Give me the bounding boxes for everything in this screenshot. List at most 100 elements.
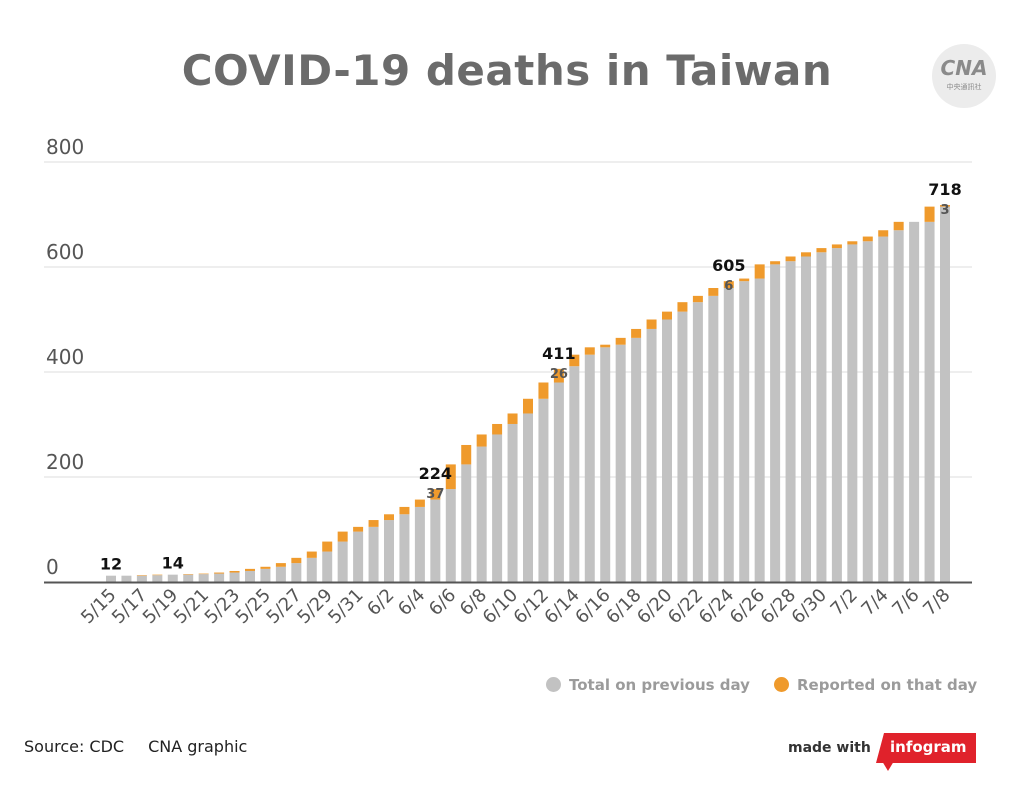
bar-reported	[183, 574, 194, 575]
infogram-logo[interactable]: infogram	[876, 733, 976, 771]
bar-previous	[492, 434, 503, 582]
bar-reported	[631, 328, 642, 338]
annotation-reported: 26	[550, 367, 568, 382]
bar-previous	[692, 302, 703, 582]
bar-previous	[461, 464, 472, 582]
legend-item-previous: Total on previous day	[546, 676, 750, 694]
bar-previous	[121, 575, 132, 582]
bar-reported	[646, 319, 657, 329]
bar-previous	[816, 252, 827, 583]
annotation-total: 411	[542, 344, 575, 363]
bar-previous	[384, 520, 394, 582]
bar-reported	[507, 413, 518, 424]
bar-previous	[708, 295, 719, 582]
bar-previous	[291, 563, 302, 582]
bar-reported	[384, 514, 394, 521]
annotation-total: 605	[712, 256, 745, 275]
x-tick-label: 7/4	[857, 585, 892, 620]
bar-previous	[878, 236, 889, 583]
bar-previous	[322, 551, 333, 582]
bar-reported	[847, 241, 858, 245]
annotation-reported: 37	[426, 487, 444, 502]
bar-previous	[631, 337, 642, 582]
bar-previous	[893, 230, 904, 582]
bar-reported	[229, 570, 240, 573]
bar-previous	[909, 221, 920, 582]
bar-reported	[337, 531, 348, 542]
bar-reported	[538, 382, 549, 399]
bar-previous	[862, 241, 873, 582]
bar-reported	[569, 354, 580, 367]
bar-previous	[770, 264, 781, 582]
x-tick-label: 6/2	[363, 585, 398, 620]
bar-reported	[198, 573, 209, 575]
bar-previous	[445, 489, 456, 582]
bar-previous	[553, 382, 564, 582]
bar-reported	[291, 557, 302, 564]
bar-previous	[353, 531, 364, 582]
bar-previous	[523, 413, 533, 582]
bar-reported	[692, 295, 703, 303]
logo-mark: CNA	[940, 56, 988, 80]
bar-previous	[538, 398, 549, 582]
bar-reported	[492, 423, 503, 435]
legend-swatch-previous	[546, 677, 561, 692]
bar-reported	[322, 541, 333, 552]
bar-previous	[245, 570, 255, 582]
bar-reported	[414, 499, 425, 507]
bar-previous	[600, 347, 611, 582]
bar-previous	[739, 281, 750, 582]
legend-label-previous: Total on previous day	[569, 676, 750, 694]
bar-previous	[214, 573, 225, 582]
bar-reported	[260, 566, 271, 569]
bar-previous	[615, 344, 626, 582]
legend-item-reported: Reported on that day	[774, 676, 977, 694]
bar-previous	[584, 354, 595, 582]
bar-reported	[245, 568, 255, 571]
annotation-total: 718	[928, 180, 961, 199]
bar-reported	[662, 311, 672, 320]
bar-previous	[275, 566, 286, 582]
y-tick-label: 800	[46, 135, 84, 159]
bar-reported	[275, 563, 286, 567]
x-tick-label: 7/2	[827, 585, 862, 620]
chart-title: COVID-19 deaths in Taiwan	[181, 46, 833, 95]
bar-previous	[260, 568, 271, 582]
bar-previous	[801, 256, 811, 582]
bar-previous	[569, 366, 580, 582]
x-tick-label: 5/31	[324, 585, 367, 628]
annotation-reported: 3	[940, 203, 949, 218]
bar-previous	[167, 574, 178, 582]
bar-previous	[198, 574, 209, 582]
x-tick-label: 6/30	[788, 585, 831, 628]
bar-previous	[785, 261, 796, 582]
cna-logo-icon: CNA 中央通訊社	[932, 44, 996, 108]
bar-reported	[708, 288, 719, 296]
bar-previous	[183, 574, 194, 582]
bar-previous	[229, 572, 240, 582]
bar-previous	[368, 526, 379, 582]
bar-previous	[507, 423, 518, 582]
logo-subtitle: 中央通訊社	[946, 83, 982, 91]
y-tick-label: 600	[46, 240, 84, 264]
bar-reported	[430, 489, 441, 500]
bar-previous	[831, 248, 842, 582]
bar-previous	[476, 446, 487, 582]
bar-previous	[414, 506, 425, 582]
bar-previous	[136, 575, 147, 582]
bar-reported	[940, 205, 950, 207]
bar-reported	[770, 261, 781, 265]
bar-reported	[353, 526, 364, 532]
bar-reported	[785, 256, 796, 262]
annotation-total: 12	[100, 555, 122, 574]
bar-reported	[615, 337, 626, 345]
bar-previous	[847, 244, 858, 583]
legend-swatch-reported	[774, 677, 789, 692]
bar-reported	[152, 574, 163, 576]
legend-label-reported: Reported on that day	[797, 676, 978, 694]
bar-reported	[816, 248, 827, 253]
bar-previous	[152, 575, 163, 582]
x-tick-label: 6/6	[425, 585, 460, 620]
x-tick-label: 7/8	[919, 585, 954, 620]
bar-reported	[862, 236, 873, 242]
